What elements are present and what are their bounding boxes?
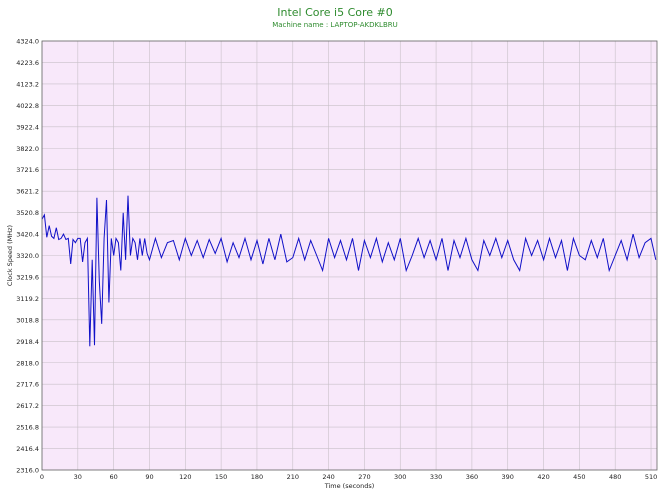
x-tick-label: 150 [215, 473, 227, 481]
x-tick-label: 360 [466, 473, 478, 481]
x-tick-label: 90 [145, 473, 153, 481]
x-tick-label: 240 [322, 473, 334, 481]
y-tick-label: 4123.2 [16, 80, 39, 88]
y-tick-label: 2818.0 [16, 359, 39, 367]
x-tick-label: 270 [358, 473, 370, 481]
y-tick-label: 2516.8 [16, 424, 39, 432]
y-tick-label: 3721.6 [16, 166, 39, 174]
y-tick-label: 2416.4 [16, 445, 39, 453]
y-tick-label: 4223.6 [16, 59, 39, 67]
plot-frame [41, 40, 658, 471]
y-tick-label: 3520.8 [16, 209, 39, 217]
y-tick-label: 4324.0 [16, 38, 39, 46]
x-tick-label: 480 [609, 473, 621, 481]
y-tick-label: 3219.6 [16, 273, 39, 281]
x-tick-label: 450 [573, 473, 585, 481]
y-tick-label: 3822.0 [16, 145, 39, 153]
x-tick-label: 120 [179, 473, 191, 481]
x-tick-label: 330 [430, 473, 442, 481]
y-tick-labels: 4324.0 4223.6 4123.2 4022.8 3922.4 3822.0 3721… [16, 38, 39, 475]
y-tick-label: 3420.4 [16, 231, 39, 239]
x-axis-label: Time (seconds) [324, 482, 375, 490]
series-line [41, 195, 657, 347]
y-tick-label: 2918.4 [16, 338, 39, 346]
chart-subtitle: Machine name : LAPTOP-AKDKLBRU [272, 21, 398, 29]
x-tick-labels: 0 30 60 90 120 150 180 210 240 270 300 330 360 390 420… [40, 473, 657, 481]
x-tick-label: 180 [251, 473, 263, 481]
x-tick-label: 420 [537, 473, 549, 481]
x-tick-label: 0 [40, 473, 44, 481]
y-tick-label: 3621.2 [16, 188, 39, 196]
x-tick-label: 30 [74, 473, 82, 481]
y-tick-label: 3018.8 [16, 316, 39, 324]
y-tick-label: 2717.6 [16, 381, 39, 389]
y-tick-label: 3922.4 [16, 123, 39, 131]
chart-title: Intel Core i5 Core #0 [277, 6, 393, 19]
y-tick-label: 2617.2 [16, 402, 39, 410]
x-tick-label: 510 [645, 473, 657, 481]
x-tick-label: 60 [110, 473, 118, 481]
y-tick-label: 3119.2 [16, 295, 39, 303]
x-tick-label: 300 [394, 473, 406, 481]
x-tick-label: 390 [502, 473, 514, 481]
y-tick-label: 2316.0 [16, 467, 39, 475]
x-tick-label: 210 [287, 473, 299, 481]
y-axis-label: Clock Speed (MHz) [6, 225, 14, 286]
y-tick-label: 4022.8 [16, 102, 39, 110]
y-tick-label: 3320.0 [16, 252, 39, 260]
